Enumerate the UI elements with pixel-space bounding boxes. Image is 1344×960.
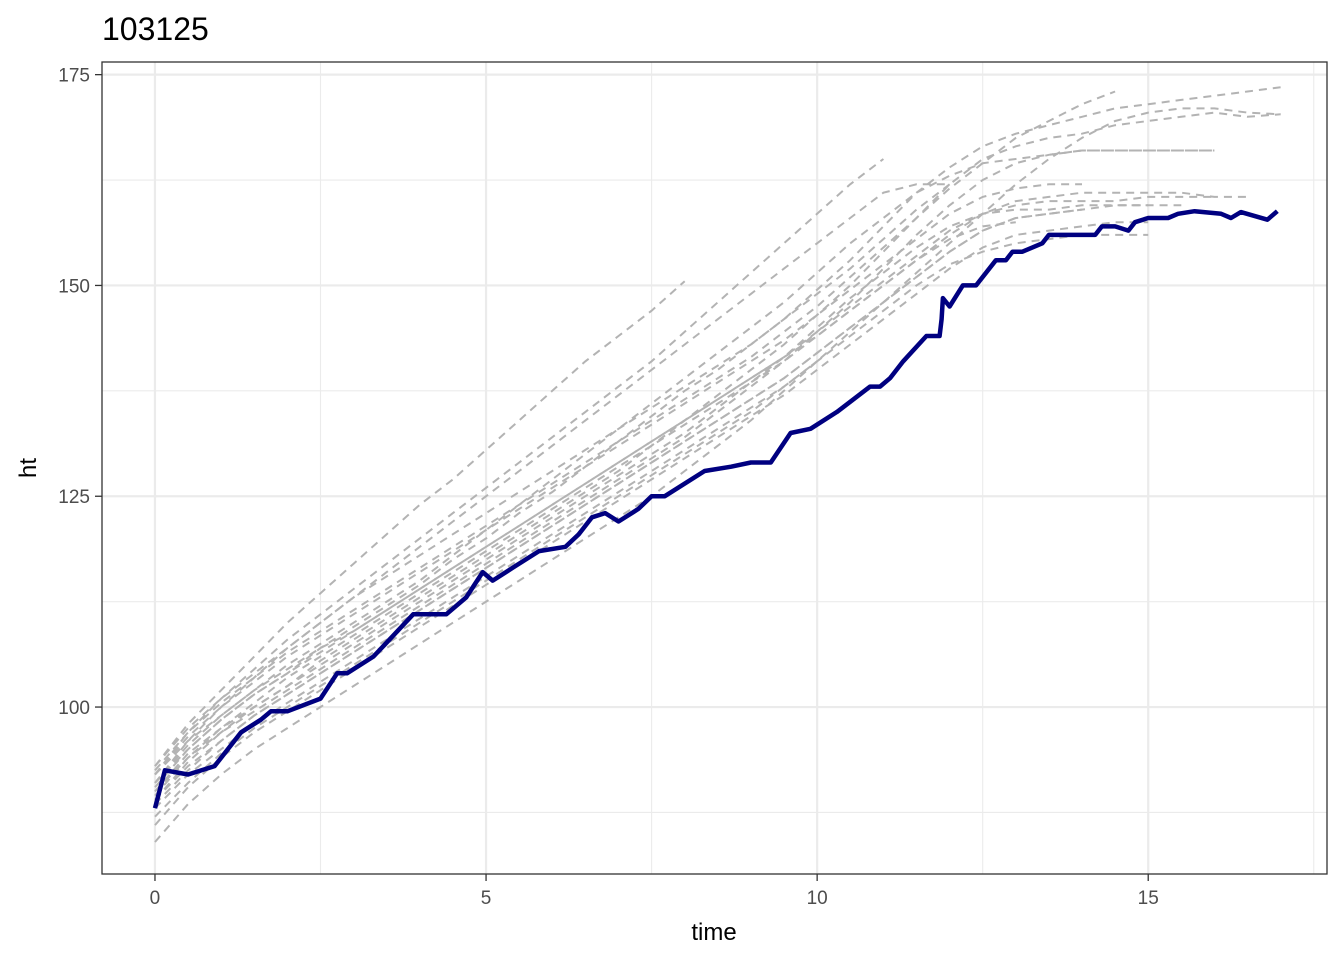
background-series-line	[154, 183, 951, 767]
background-series-line	[154, 191, 1248, 776]
x-tick-label: 5	[481, 888, 492, 909]
background-series-line	[154, 233, 1149, 809]
background-series-line	[154, 149, 1215, 784]
x-axis-title: time	[691, 919, 736, 946]
background-series-line	[154, 86, 1281, 784]
background-series-line	[154, 280, 686, 767]
y-tick-label: 100	[58, 698, 90, 719]
background-series-line	[154, 360, 818, 818]
chart-title: 103125	[102, 11, 209, 47]
background-series-line	[154, 111, 1281, 793]
background-series-line	[154, 221, 1149, 826]
background-series-line	[154, 107, 1281, 843]
background-series-group	[154, 86, 1281, 843]
y-tick-label: 125	[58, 487, 90, 508]
y-axis-title: ht	[15, 458, 42, 478]
highlight-series-line	[152, 208, 1279, 809]
y-tick-label: 150	[58, 276, 90, 297]
background-series-line	[154, 158, 885, 776]
x-tick-label: 10	[807, 888, 828, 909]
background-series-line	[154, 149, 1215, 801]
y-tick-label: 175	[58, 66, 90, 87]
background-series-line	[154, 195, 1215, 788]
axis-ticks: 0 5 10 15 100 125 150 175	[58, 66, 1158, 909]
highlight-series-group	[152, 208, 1279, 809]
panel-border	[101, 61, 1328, 875]
background-series-line	[154, 204, 1182, 793]
background-series-line	[154, 90, 1116, 771]
background-series-line	[154, 204, 1149, 805]
x-tick-label: 0	[150, 888, 161, 909]
background-series-line	[154, 183, 950, 784]
x-tick-label: 15	[1138, 888, 1159, 909]
